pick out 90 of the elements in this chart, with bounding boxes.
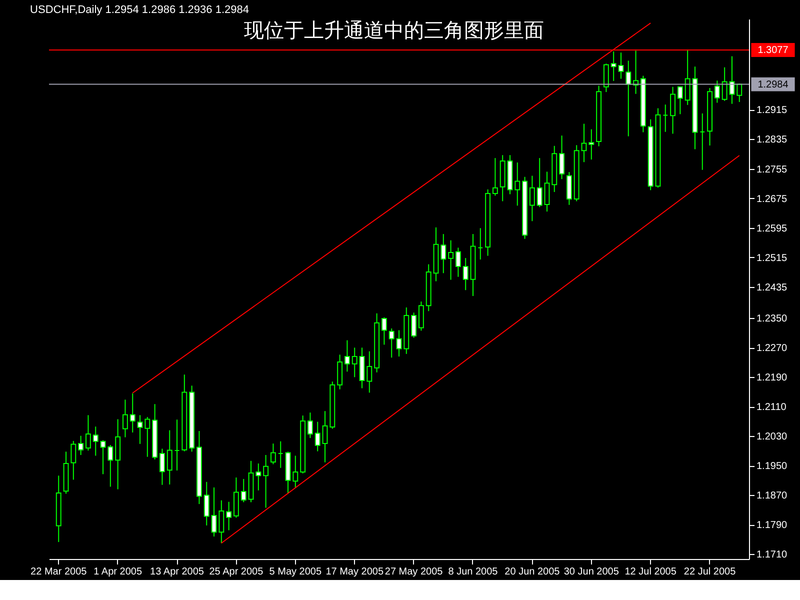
y-tick-label: 1.1950 <box>756 461 788 472</box>
candlestick <box>396 330 402 357</box>
candlestick <box>240 478 246 503</box>
candlestick <box>462 258 468 291</box>
y-tick-label: 1.2435 <box>756 282 788 294</box>
candlestick <box>263 454 269 508</box>
x-tick-label: 22 Jul 2005 <box>684 566 736 578</box>
candlestick <box>544 171 550 212</box>
x-tick-label: 20 Jun 2005 <box>504 566 560 578</box>
candlestick <box>492 158 498 196</box>
candlestick <box>618 52 624 80</box>
ref-line-label: 1.2984 <box>758 79 789 90</box>
candlestick <box>314 421 320 452</box>
x-tick-label: 27 May 2005 <box>384 566 444 578</box>
candlestick <box>166 430 172 485</box>
candlestick <box>559 135 565 180</box>
y-tick-label: 1.2110 <box>756 402 787 414</box>
x-tick-label: 22 Mar 2005 <box>30 566 88 578</box>
candlestick <box>337 354 343 390</box>
candlestick <box>218 500 224 544</box>
candlestick <box>566 172 572 206</box>
candlestick <box>418 301 424 332</box>
candlestick <box>144 416 150 458</box>
candlestick <box>86 414 91 452</box>
candlestick <box>684 49 690 106</box>
candlestick <box>92 426 98 456</box>
annotation: 现位于上升通道中的三角图形里面 <box>244 18 544 42</box>
candlestick <box>626 60 632 137</box>
candlestick <box>440 234 446 274</box>
x-tick-label: 8 Jun 2005 <box>448 566 498 578</box>
candlestick <box>411 312 417 338</box>
y-tick-label: 1.1870 <box>756 490 788 502</box>
candlestick <box>388 328 394 358</box>
y-tick-label: 1.2030 <box>756 432 788 443</box>
chart-title: USDCHF,Daily 1.2954 1.2986 1.2936 1.2984 <box>30 4 249 16</box>
x-tick-label: 13 Apr 2005 <box>150 566 204 578</box>
candlestick <box>159 448 165 486</box>
candlestick <box>677 86 683 115</box>
candlestick <box>108 444 114 488</box>
candlestick <box>581 123 587 163</box>
candlestick <box>122 399 128 438</box>
candlestick <box>256 462 262 491</box>
candlestick <box>514 162 520 206</box>
ref-line-label: 1.3077 <box>758 44 789 56</box>
candlestick <box>137 414 143 444</box>
candlestick <box>211 486 217 537</box>
y-tick-label: 1.2270 <box>756 343 788 354</box>
candlestick <box>736 83 742 102</box>
candlestick <box>529 175 535 222</box>
y-tick-label: 1.2190 <box>756 372 788 384</box>
candlestick <box>204 481 210 526</box>
candlestick <box>670 86 676 134</box>
candlestick <box>359 347 365 389</box>
candlestick <box>381 316 387 346</box>
candlestick <box>78 435 84 456</box>
candlestick <box>610 50 616 82</box>
candlestick <box>322 410 328 463</box>
candlestick <box>366 350 372 394</box>
candlestick <box>455 247 461 278</box>
candlestick <box>233 476 239 518</box>
y-tick-label: 1.2835 <box>756 134 788 146</box>
candlestick <box>352 347 358 378</box>
y-tick-label: 1.2915 <box>756 105 788 116</box>
candlestick <box>70 440 76 480</box>
candlestick <box>270 443 276 465</box>
candlestick <box>307 412 313 439</box>
candlestick <box>714 80 720 104</box>
y-tick-label: 1.2595 <box>756 223 788 234</box>
candlestick <box>130 392 136 433</box>
y-tick-label: 1.1790 <box>756 520 788 532</box>
x-tick-label: 5 May 2005 <box>269 566 322 578</box>
x-tick-label: 12 Jul 2005 <box>624 566 677 578</box>
x-tick-label: 25 Apr 2005 <box>209 566 264 578</box>
candlestick <box>603 63 609 93</box>
y-tick-label: 1.2515 <box>756 252 788 264</box>
y-tick-label: 1.2755 <box>756 164 788 176</box>
candlestick <box>292 455 298 488</box>
candlestick <box>226 501 232 531</box>
y-tick-label: 1.2350 <box>756 314 788 325</box>
y-tick-label: 1.2675 <box>756 194 788 205</box>
candlestick <box>588 128 594 160</box>
x-tick-label: 30 Jun 2005 <box>564 566 620 578</box>
y-tick-label: 1.1710 <box>756 550 788 561</box>
candlestick <box>115 418 121 490</box>
candlestick <box>722 66 728 102</box>
candlestick <box>536 158 542 208</box>
candlestick <box>448 240 454 280</box>
x-tick-label: 17 May 2005 <box>326 566 384 578</box>
x-tick-label: 1 Apr 2005 <box>94 566 142 578</box>
candlestick <box>344 340 350 372</box>
